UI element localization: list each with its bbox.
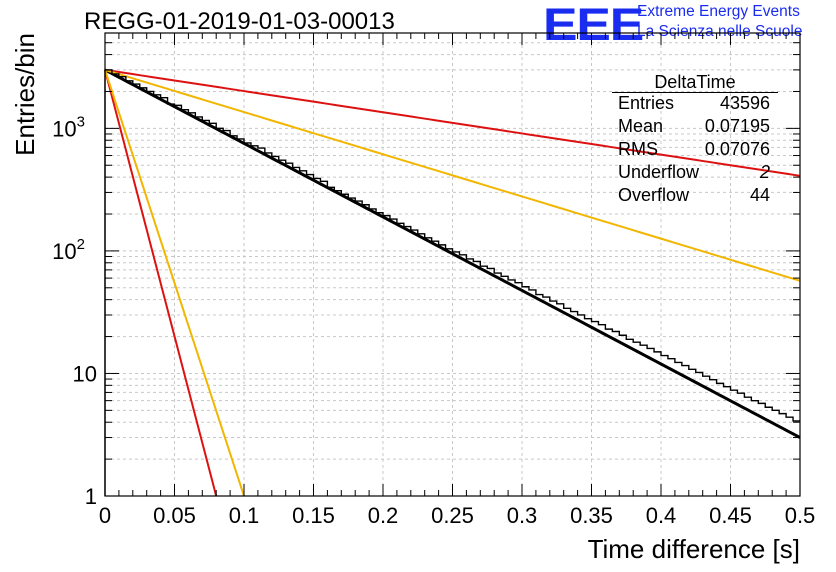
eee-logo-mark: EEE bbox=[543, 0, 644, 50]
stat-overflow-value: 44 bbox=[749, 185, 770, 205]
curves-layer bbox=[104, 68, 801, 497]
y-tick-label: 102 bbox=[52, 236, 85, 264]
x-tick-label: 0.3 bbox=[507, 503, 538, 528]
grid-lines bbox=[105, 33, 800, 496]
eee-logo-line1: Extreme Energy Events bbox=[637, 3, 800, 20]
stat-mean-label: Mean bbox=[618, 116, 664, 136]
x-tick-label: 0.25 bbox=[431, 503, 474, 528]
x-tick-label: 0 bbox=[99, 503, 111, 528]
x-tick-label: 0.05 bbox=[153, 503, 196, 528]
x-tick-label: 0.15 bbox=[292, 503, 335, 528]
axis-labels: 0 0.05 0.1 0.15 0.2 0.25 0.3 0.35 0.4 0.45 0.5 1 10 1… bbox=[10, 33, 815, 564]
x-tick-label: 0.2 bbox=[368, 503, 399, 528]
y-tick-label: 103 bbox=[52, 113, 85, 141]
stats-box-title: DeltaTime bbox=[654, 72, 736, 92]
stat-rms-label: RMS bbox=[618, 139, 658, 159]
x-axis-title: Time difference [s] bbox=[588, 534, 800, 564]
series-line-4 bbox=[104, 69, 245, 497]
eee-logo-line2: La Scienza nelle Scuole bbox=[637, 23, 803, 40]
x-tick-label: 0.45 bbox=[709, 503, 752, 528]
series-line-1 bbox=[104, 68, 801, 177]
stat-rms-value: 0.07076 bbox=[704, 139, 770, 159]
series-line-0 bbox=[104, 68, 801, 439]
stat-underflow-value: 2 bbox=[759, 162, 770, 182]
stat-entries-value: 43596 bbox=[719, 93, 770, 113]
y-tick-label: 10 bbox=[73, 361, 97, 386]
x-tick-label: 0.35 bbox=[570, 503, 613, 528]
axis-ticks bbox=[104, 32, 801, 497]
stats-box-underline bbox=[612, 92, 778, 93]
series-line-3 bbox=[104, 69, 218, 497]
stat-entries-label: Entries bbox=[618, 93, 675, 113]
x-tick-label: 0.5 bbox=[785, 503, 816, 528]
series-line-2 bbox=[104, 68, 801, 282]
histogram-outline bbox=[104, 69, 800, 496]
x-tick-label: 0.4 bbox=[646, 503, 677, 528]
x-tick-label: 0.1 bbox=[229, 503, 260, 528]
y-tick-label: 1 bbox=[85, 484, 97, 509]
histogram-layer bbox=[104, 69, 800, 496]
chart-title: REGG-01-2019-01-03-00013 bbox=[84, 8, 395, 35]
stat-overflow-label: Overflow bbox=[618, 185, 690, 205]
y-axis-title: Entries/bin bbox=[10, 33, 40, 156]
stat-mean-value: 0.07195 bbox=[704, 116, 770, 136]
stat-underflow-label: Underflow bbox=[618, 162, 700, 182]
